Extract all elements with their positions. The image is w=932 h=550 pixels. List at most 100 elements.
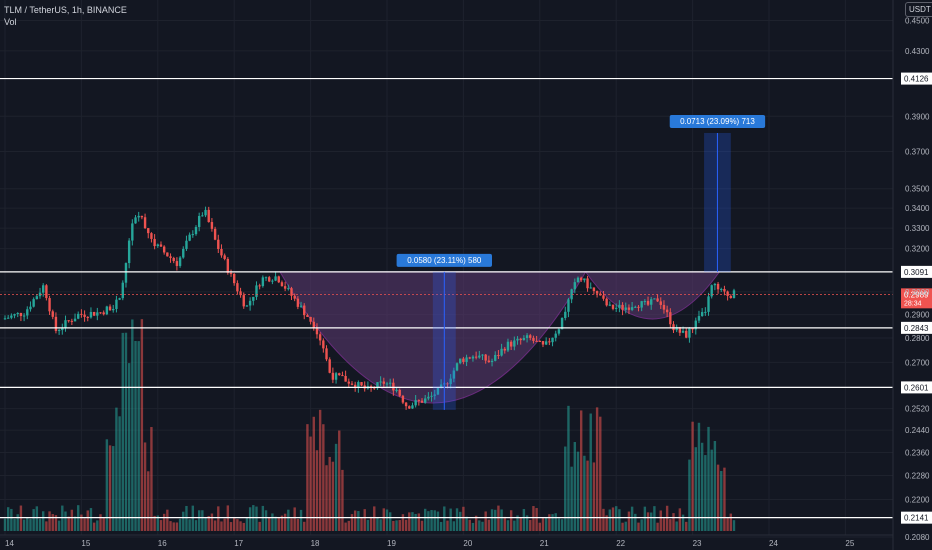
current-price-label: 0.2989 bbox=[904, 290, 929, 299]
volume-bar bbox=[105, 439, 109, 531]
measurements[interactable]: 0.0580 (23.11%) 580 0.0713 (23.09%) 713 bbox=[396, 114, 766, 410]
currency-button[interactable]: USDT bbox=[905, 2, 932, 17]
candle-body bbox=[532, 337, 535, 341]
candle-body bbox=[201, 215, 204, 217]
candle-body bbox=[449, 378, 452, 385]
candle-body bbox=[516, 338, 519, 341]
candle-body bbox=[459, 358, 462, 364]
volume-bar bbox=[595, 407, 599, 531]
level-label-box[interactable] bbox=[901, 321, 932, 334]
measure-label-box[interactable] bbox=[669, 114, 766, 128]
candle-body bbox=[688, 328, 691, 338]
candle-body bbox=[175, 261, 179, 266]
volume-bar bbox=[201, 510, 204, 531]
candle-body bbox=[376, 382, 379, 389]
horizontal-levels[interactable]: 0.4126 0.3091 0.2843 0.2601 0.2141 0.298928:3… bbox=[0, 72, 932, 524]
level-label[interactable]: 0.3091 bbox=[904, 268, 929, 277]
candle-body bbox=[411, 405, 414, 409]
volume-bar bbox=[532, 506, 535, 531]
volume-bar bbox=[455, 508, 459, 531]
volume-bar bbox=[449, 508, 452, 531]
volume-bar bbox=[277, 517, 280, 531]
level-label-box[interactable] bbox=[901, 72, 932, 85]
candle-body bbox=[182, 248, 185, 258]
level-label[interactable]: 0.2141 bbox=[904, 514, 929, 523]
candle-body bbox=[10, 315, 13, 318]
volume-bar bbox=[131, 319, 134, 531]
candle-body bbox=[446, 383, 449, 385]
candle-body bbox=[567, 299, 570, 312]
candle-body bbox=[551, 337, 554, 343]
price-tick-label: 0.3500 bbox=[905, 185, 930, 194]
volume-bar bbox=[147, 471, 150, 531]
volume-bar bbox=[484, 511, 487, 531]
volume-bar bbox=[182, 511, 185, 531]
volume-bar bbox=[248, 507, 252, 531]
candle-body bbox=[274, 276, 277, 281]
volume-bar bbox=[194, 520, 198, 531]
volume-bar bbox=[315, 450, 319, 531]
level-label[interactable]: 0.2601 bbox=[904, 383, 929, 392]
level-label-box[interactable] bbox=[901, 265, 932, 278]
candle-body bbox=[338, 373, 341, 376]
volume-bar bbox=[525, 515, 529, 531]
candle-body bbox=[637, 306, 640, 308]
volume-bar bbox=[446, 520, 449, 531]
measure-label[interactable]: 0.0713 (23.09%) 713 bbox=[680, 117, 755, 126]
candle-body bbox=[570, 289, 573, 300]
level-label-box[interactable] bbox=[901, 381, 932, 394]
time-tick-label: 14 bbox=[5, 539, 14, 548]
volume-bar bbox=[465, 516, 468, 531]
candle-body bbox=[258, 285, 261, 287]
candle-body bbox=[35, 296, 39, 300]
candle-body bbox=[395, 389, 398, 391]
candle-body bbox=[653, 298, 656, 300]
volume-bar bbox=[127, 363, 131, 531]
candle-body bbox=[675, 327, 678, 331]
measure-label[interactable]: 0.0580 (23.11%) 580 bbox=[407, 256, 482, 265]
volume-bar bbox=[102, 517, 105, 531]
candle-body bbox=[156, 244, 159, 247]
level-label[interactable]: 0.2843 bbox=[904, 324, 929, 333]
volume-bar bbox=[570, 466, 573, 531]
candles bbox=[3, 206, 736, 410]
volume-bar bbox=[392, 520, 395, 531]
volume-bar bbox=[70, 509, 74, 531]
candle-body bbox=[662, 304, 666, 310]
time-tick-label: 17 bbox=[234, 539, 243, 548]
level-label[interactable]: 0.4126 bbox=[904, 75, 929, 84]
volume-bar bbox=[290, 518, 293, 531]
candle-body bbox=[427, 396, 430, 399]
volume-bar bbox=[646, 512, 650, 531]
candle-body bbox=[248, 300, 252, 306]
candle-body bbox=[385, 383, 389, 385]
candle-body bbox=[115, 299, 118, 309]
candle-body bbox=[26, 309, 29, 316]
candle-body bbox=[67, 320, 70, 322]
candle-body bbox=[643, 301, 647, 303]
price-tick-label: 0.3300 bbox=[905, 224, 930, 233]
candle-body bbox=[64, 320, 67, 328]
level-label-box[interactable] bbox=[901, 511, 932, 524]
candle-body bbox=[681, 330, 685, 333]
volume-bar bbox=[369, 516, 373, 531]
volume-bar bbox=[150, 427, 153, 531]
candle-body bbox=[525, 335, 529, 339]
volume-bar bbox=[268, 517, 271, 531]
volume-bar bbox=[223, 518, 226, 531]
time-tick-label: 15 bbox=[81, 539, 90, 548]
candle-body bbox=[650, 299, 653, 305]
measure-label-box[interactable] bbox=[396, 253, 492, 267]
volume-bar bbox=[67, 516, 70, 531]
candle-body bbox=[48, 298, 51, 312]
volume-bar bbox=[385, 509, 389, 531]
candle-body bbox=[414, 400, 417, 406]
candle-body bbox=[3, 318, 7, 320]
volume-bar bbox=[478, 520, 481, 531]
volume-bar bbox=[347, 520, 350, 531]
volume-bar bbox=[353, 510, 357, 531]
volume-bar bbox=[452, 521, 456, 531]
candle-body bbox=[54, 316, 58, 331]
volume-bar bbox=[567, 405, 570, 531]
